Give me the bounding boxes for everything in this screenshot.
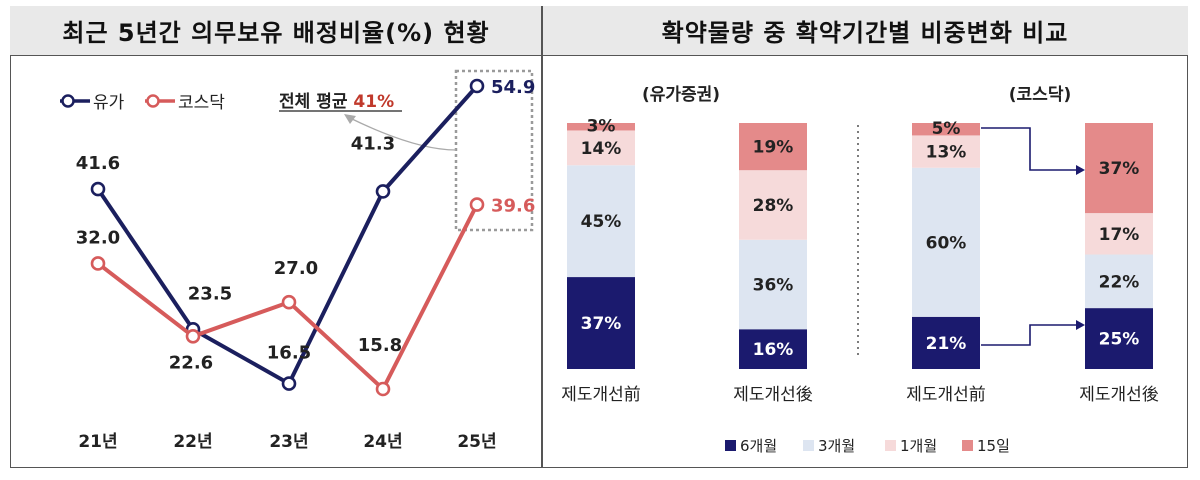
point-yuga-1 — [90, 181, 106, 197]
bar-segment-3-s3 — [912, 135, 980, 168]
bar-category-label-1: 제도개선前 — [561, 385, 641, 405]
bar-label-4-s4: 37% — [1099, 159, 1140, 179]
data-label-kosdaq-5: 39.6 — [491, 196, 535, 217]
bar-label-2-s2: 36% — [753, 276, 794, 296]
data-label-kosdaq-1: 32.0 — [76, 227, 120, 248]
x-tick-label-2: 22년 — [173, 432, 212, 452]
bar-label-3-s3: 13% — [926, 143, 967, 163]
data-label-yuga-2: 23.5 — [188, 283, 232, 304]
bar-segment-1-s3 — [567, 130, 635, 166]
bar-label-4-s1: 25% — [1099, 330, 1140, 350]
bar-label-2-s4: 19% — [753, 138, 794, 158]
legend-swatch-bar-3 — [885, 440, 896, 451]
bar-label-4-s3: 17% — [1099, 225, 1140, 245]
bar-label-3-s1: 21% — [926, 334, 967, 354]
bar-segment-3-s2 — [912, 167, 980, 317]
point-kosdaq-3 — [281, 294, 297, 310]
point-yuga-5 — [469, 78, 485, 94]
bar-label-2-s1: 16% — [753, 340, 794, 360]
point-kosdaq-2 — [185, 329, 201, 344]
legend-label-bar-3: 1개월 — [900, 437, 937, 455]
bar-segment-3-s4 — [912, 123, 980, 136]
connector-arrow-top — [981, 127, 1077, 171]
data-label-yuga-4: 41.3 — [351, 133, 395, 154]
bar-label-1-s1: 37% — [581, 314, 622, 334]
average-annotation: 전체 평균 41% — [279, 92, 394, 112]
legend-swatch-bar-2 — [803, 440, 814, 451]
connector-arrow-bottom — [981, 324, 1077, 346]
legend-swatch-bar-1 — [725, 440, 736, 451]
right-panel-title: 확약물량 중 확약기간별 비중변화 비교 — [542, 6, 1188, 56]
data-label-kosdaq-4: 15.8 — [358, 335, 402, 356]
legend-label-yuga: 유가 — [93, 93, 125, 113]
bar-category-label-4: 제도개선後 — [1079, 385, 1159, 405]
bar-category-label-2: 제도개선後 — [733, 385, 813, 405]
bar-label-1-s2: 45% — [581, 212, 622, 232]
bar-label-4-s2: 22% — [1099, 272, 1140, 292]
bar-label-3-s2: 60% — [926, 233, 967, 253]
bar-label-1-s3: 14% — [581, 139, 622, 159]
bar-label-2-s3: 28% — [753, 196, 794, 216]
bar-category-label-3: 제도개선前 — [906, 385, 986, 405]
annotation-arrow — [349, 117, 457, 151]
data-label-yuga-5: 54.9 — [491, 77, 535, 98]
point-kosdaq-1 — [90, 256, 106, 271]
point-yuga-4 — [375, 184, 391, 199]
bar-label-3-s4: 5% — [932, 119, 961, 139]
data-label-kosdaq-2: 22.6 — [169, 352, 213, 373]
bar-segment-1-s2 — [567, 165, 635, 278]
bar-segment-2-s3 — [739, 170, 807, 240]
legend-label-bar-4: 15일 — [977, 437, 1010, 455]
legend-swatch-bar-4 — [962, 440, 973, 451]
panel-divider — [541, 6, 543, 468]
data-label-yuga-1: 41.6 — [76, 153, 120, 174]
data-label-yuga-3: 16.5 — [267, 343, 311, 364]
legend-label-bar-1: 6개월 — [740, 437, 777, 455]
bar-segment-4-s4 — [1085, 123, 1153, 214]
point-kosdaq-5 — [469, 197, 485, 212]
bar-segment-2-s1 — [739, 329, 807, 369]
bar-segment-3-s1 — [912, 316, 980, 369]
bar-segment-2-s4 — [739, 123, 807, 171]
x-tick-label-3: 23년 — [269, 432, 308, 452]
bar-label-1-s4: 3% — [587, 117, 616, 137]
group-label-2: (코스닥) — [1009, 85, 1071, 105]
point-yuga-3 — [281, 376, 297, 391]
x-tick-label-4: 24년 — [363, 432, 402, 452]
line-series-yuga — [96, 84, 479, 386]
point-kosdaq-4 — [375, 381, 391, 397]
annotation-arrowhead — [344, 114, 356, 124]
x-tick-label-5: 25년 — [457, 432, 496, 452]
x-tick-label-1: 21년 — [78, 432, 117, 452]
legend-marker-yuga — [61, 94, 75, 108]
legend-label-kosdaq: 코스닥 — [178, 93, 225, 113]
bar-segment-1-s1 — [567, 277, 635, 369]
data-label-kosdaq-3: 27.0 — [274, 258, 318, 279]
group-label-1: (유가증권) — [642, 85, 720, 105]
bar-segment-2-s2 — [739, 239, 807, 330]
left-panel-title: 최근 5년간 의무보유 배정비율(%) 현황 — [10, 6, 542, 56]
bar-segment-4-s2 — [1085, 254, 1153, 309]
legend-label-bar-2: 3개월 — [818, 437, 855, 455]
bar-segment-1-s4 — [567, 123, 635, 131]
bar-segment-4-s3 — [1085, 213, 1153, 255]
bar-segment-4-s1 — [1085, 308, 1153, 369]
connector-arrow-bottom-head — [1076, 320, 1085, 330]
connector-arrow-top-head — [1076, 165, 1085, 175]
legend-marker-kosdaq — [146, 94, 160, 108]
